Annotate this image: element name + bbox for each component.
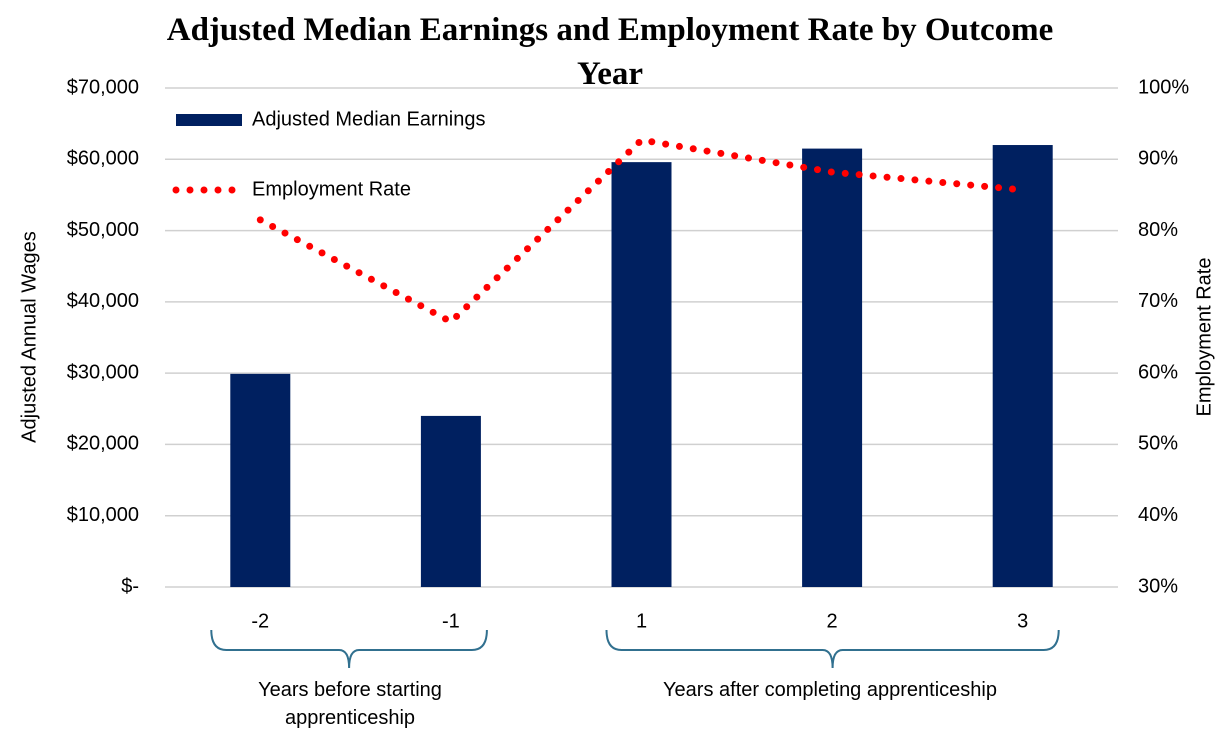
y-axis-label: Adjusted Annual Wages bbox=[18, 231, 40, 443]
y-tick-label: $30,000 bbox=[67, 361, 139, 383]
y-tick-label: $20,000 bbox=[67, 433, 139, 455]
group-bracket bbox=[210, 629, 488, 669]
bar bbox=[611, 162, 672, 587]
x-tick-label: 3 bbox=[1017, 610, 1028, 632]
y2-tick-label: 80% bbox=[1138, 219, 1178, 241]
y2-tick-label: 40% bbox=[1138, 504, 1178, 526]
x-tick-label: 1 bbox=[636, 610, 647, 632]
y-tick-label: $- bbox=[121, 575, 139, 597]
group-label: Years before starting apprenticeship bbox=[258, 679, 442, 729]
y2-tick-label: 100% bbox=[1138, 76, 1189, 98]
y-tick-label: $60,000 bbox=[67, 148, 139, 170]
group-bracket bbox=[605, 629, 1060, 669]
legend-label: Employment Rate bbox=[252, 178, 411, 200]
group-label: Years after completing apprenticeship bbox=[663, 679, 997, 701]
chart-title: Adjusted Median Earnings and Employment … bbox=[166, 12, 1054, 92]
y2-tick-label: 70% bbox=[1138, 290, 1178, 312]
bar bbox=[992, 145, 1053, 587]
y2-tick-label: 50% bbox=[1138, 433, 1178, 455]
y-tick-label: $70,000 bbox=[67, 76, 139, 98]
x-tick-label: 2 bbox=[827, 610, 838, 632]
y2-tick-label: 30% bbox=[1138, 575, 1178, 597]
x-tick-label: -1 bbox=[442, 610, 460, 632]
y-tick-label: $10,000 bbox=[67, 504, 139, 526]
y2-tick-label: 60% bbox=[1138, 361, 1178, 383]
y2-tick-label: 90% bbox=[1138, 148, 1178, 170]
legend-swatch bbox=[176, 114, 242, 126]
bar bbox=[420, 415, 481, 587]
bar bbox=[230, 373, 291, 587]
bar bbox=[802, 148, 863, 588]
y2-axis-label: Employment Rate bbox=[1193, 258, 1215, 417]
x-tick-label: -2 bbox=[251, 610, 269, 632]
legend-label: Adjusted Median Earnings bbox=[252, 108, 485, 130]
y-tick-label: $40,000 bbox=[67, 290, 139, 312]
y-tick-label: $50,000 bbox=[67, 219, 139, 241]
